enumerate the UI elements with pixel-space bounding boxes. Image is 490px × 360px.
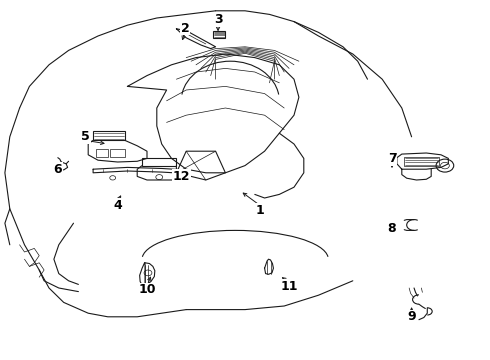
Text: 4: 4	[113, 199, 122, 212]
Text: 6: 6	[53, 163, 62, 176]
Text: 10: 10	[138, 283, 156, 296]
Text: 12: 12	[172, 170, 190, 183]
Text: 1: 1	[255, 204, 264, 217]
Text: 11: 11	[280, 280, 298, 293]
Text: 8: 8	[388, 222, 396, 235]
Text: 7: 7	[388, 152, 396, 165]
Text: 3: 3	[214, 13, 222, 26]
Text: 5: 5	[81, 130, 90, 143]
Text: 9: 9	[407, 310, 416, 323]
Text: 2: 2	[181, 22, 190, 35]
